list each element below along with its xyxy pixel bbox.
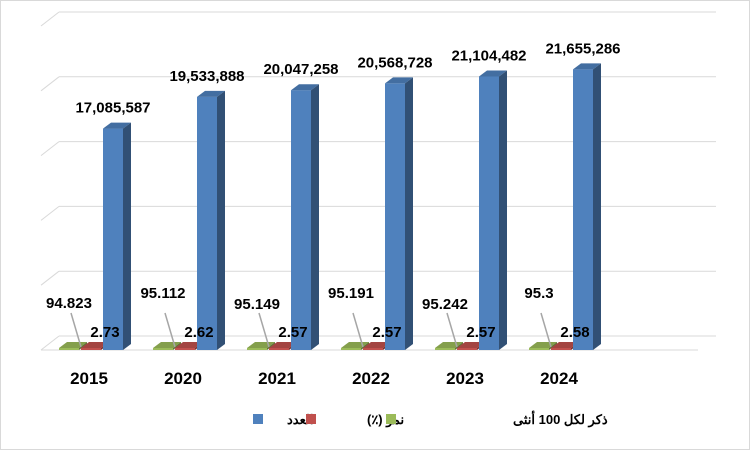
bar-side-series-3-2021 bbox=[311, 84, 319, 351]
gridline-diagonal bbox=[40, 270, 60, 286]
data-label-series-3-2023: 21,104,482 bbox=[451, 47, 526, 64]
data-label-series-3-2020: 19,533,888 bbox=[169, 68, 244, 85]
bar-series-3-2023 bbox=[479, 76, 499, 351]
bar-top-series-2-2023 bbox=[457, 342, 485, 348]
bar-top-series-2-2015 bbox=[81, 342, 109, 348]
bar-series-2-2020 bbox=[175, 348, 195, 350]
x-tick-label-2024: 2024 bbox=[540, 369, 578, 388]
leader-line-series-1-2023 bbox=[446, 312, 458, 348]
legend-label-series-2: نمو (٪) bbox=[367, 412, 404, 428]
bar-series-2-2023 bbox=[457, 348, 477, 350]
data-label-series-2-2023: 2.57 bbox=[466, 324, 495, 341]
data-label-series-1-2022: 95.191 bbox=[328, 285, 374, 302]
data-label-series-1-2015: 94.823 bbox=[46, 295, 92, 312]
legend-swatch-series-2 bbox=[306, 414, 316, 424]
bar-top-series-2-2024 bbox=[551, 342, 579, 348]
leader-line-series-1-2015 bbox=[70, 312, 82, 348]
data-label-series-1-2024: 95.3 bbox=[524, 285, 553, 302]
bar-series-1-2015 bbox=[59, 348, 79, 350]
gridline-diagonal bbox=[40, 11, 60, 27]
bar-top-series-3-2023 bbox=[479, 70, 507, 77]
data-label-series-1-2023: 95.242 bbox=[422, 296, 468, 313]
bar-series-1-2022 bbox=[341, 348, 361, 350]
data-label-series-3-2015: 17,085,587 bbox=[75, 100, 150, 117]
bar-series-2-2022 bbox=[363, 348, 383, 350]
bar-side-series-3-2024 bbox=[593, 63, 601, 350]
legend-swatch-series-3 bbox=[253, 414, 263, 424]
legend-swatch-series-1 bbox=[386, 414, 396, 424]
gridline-diagonal bbox=[40, 335, 60, 351]
bar-top-series-3-2020 bbox=[197, 90, 225, 97]
bar-top-series-3-2022 bbox=[385, 77, 413, 84]
bar-side-series-3-2023 bbox=[499, 70, 507, 351]
data-label-series-3-2024: 21,655,286 bbox=[545, 40, 620, 57]
bar-series-3-2021 bbox=[291, 90, 311, 351]
bar-top-series-2-2021 bbox=[269, 342, 297, 348]
bar-top-series-3-2021 bbox=[291, 84, 319, 91]
bar-series-3-2022 bbox=[385, 83, 405, 350]
data-label-series-3-2022: 20,568,728 bbox=[357, 54, 432, 71]
bar-top-series-3-2015 bbox=[103, 122, 131, 129]
x-tick-label-2023: 2023 bbox=[446, 369, 484, 388]
bar-series-2-2015 bbox=[81, 348, 101, 350]
data-label-series-1-2020: 95.112 bbox=[140, 285, 185, 302]
bar-series-1-2021 bbox=[247, 348, 267, 350]
bar-series-2-2024 bbox=[551, 348, 571, 350]
bar-series-3-2015 bbox=[103, 128, 123, 350]
data-label-series-3-2021: 20,047,258 bbox=[263, 61, 338, 78]
data-label-series-2-2022: 2.57 bbox=[372, 324, 401, 341]
leader-line-series-1-2024 bbox=[540, 312, 552, 348]
bar-series-3-2024 bbox=[573, 69, 593, 350]
bar-series-1-2020 bbox=[153, 348, 173, 350]
bar-series-3-2020 bbox=[197, 96, 217, 350]
bar-series-1-2023 bbox=[435, 348, 455, 350]
bar-series-1-2024 bbox=[529, 348, 549, 350]
data-label-series-1-2021: 95.149 bbox=[234, 296, 280, 313]
bar-top-series-2-2020 bbox=[175, 342, 203, 348]
data-label-series-2-2020: 2.62 bbox=[184, 324, 213, 341]
bar-side-series-3-2020 bbox=[217, 90, 225, 350]
legend-label-series-1: ذكر لكل 100 أنثى bbox=[513, 411, 608, 428]
leader-line-series-1-2020 bbox=[164, 312, 176, 348]
bar-side-series-3-2022 bbox=[405, 77, 413, 350]
data-label-series-2-2024: 2.58 bbox=[560, 324, 589, 341]
gridline-diagonal bbox=[40, 206, 60, 221]
leader-line-series-1-2022 bbox=[352, 312, 364, 348]
bar-top-series-2-2022 bbox=[363, 342, 391, 348]
leader-line-series-1-2021 bbox=[258, 312, 270, 348]
data-label-series-2-2021: 2.57 bbox=[278, 324, 307, 341]
x-tick-label-2021: 2021 bbox=[258, 369, 296, 388]
bar-series-2-2021 bbox=[269, 348, 289, 350]
x-tick-label-2022: 2022 bbox=[352, 369, 390, 388]
gridline-diagonal bbox=[40, 76, 60, 92]
bar-side-series-3-2015 bbox=[123, 122, 131, 350]
data-label-series-2-2015: 2.73 bbox=[90, 324, 119, 341]
gridline-diagonal bbox=[40, 141, 60, 156]
x-tick-label-2015: 2015 bbox=[70, 369, 108, 388]
bar-top-series-3-2024 bbox=[573, 63, 601, 70]
x-tick-label-2020: 2020 bbox=[164, 369, 202, 388]
